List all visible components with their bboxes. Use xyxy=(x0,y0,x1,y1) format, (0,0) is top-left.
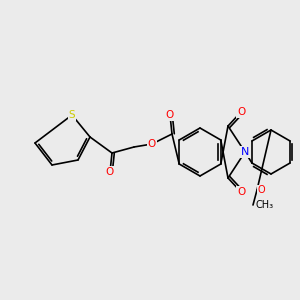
Text: N: N xyxy=(241,147,249,157)
Text: O: O xyxy=(106,167,114,177)
Text: O: O xyxy=(237,107,245,117)
Text: O: O xyxy=(148,139,156,149)
Text: O: O xyxy=(166,110,174,120)
Text: S: S xyxy=(69,110,75,120)
Text: O: O xyxy=(237,187,245,197)
Text: CH₃: CH₃ xyxy=(256,200,274,210)
Text: O: O xyxy=(257,185,265,195)
